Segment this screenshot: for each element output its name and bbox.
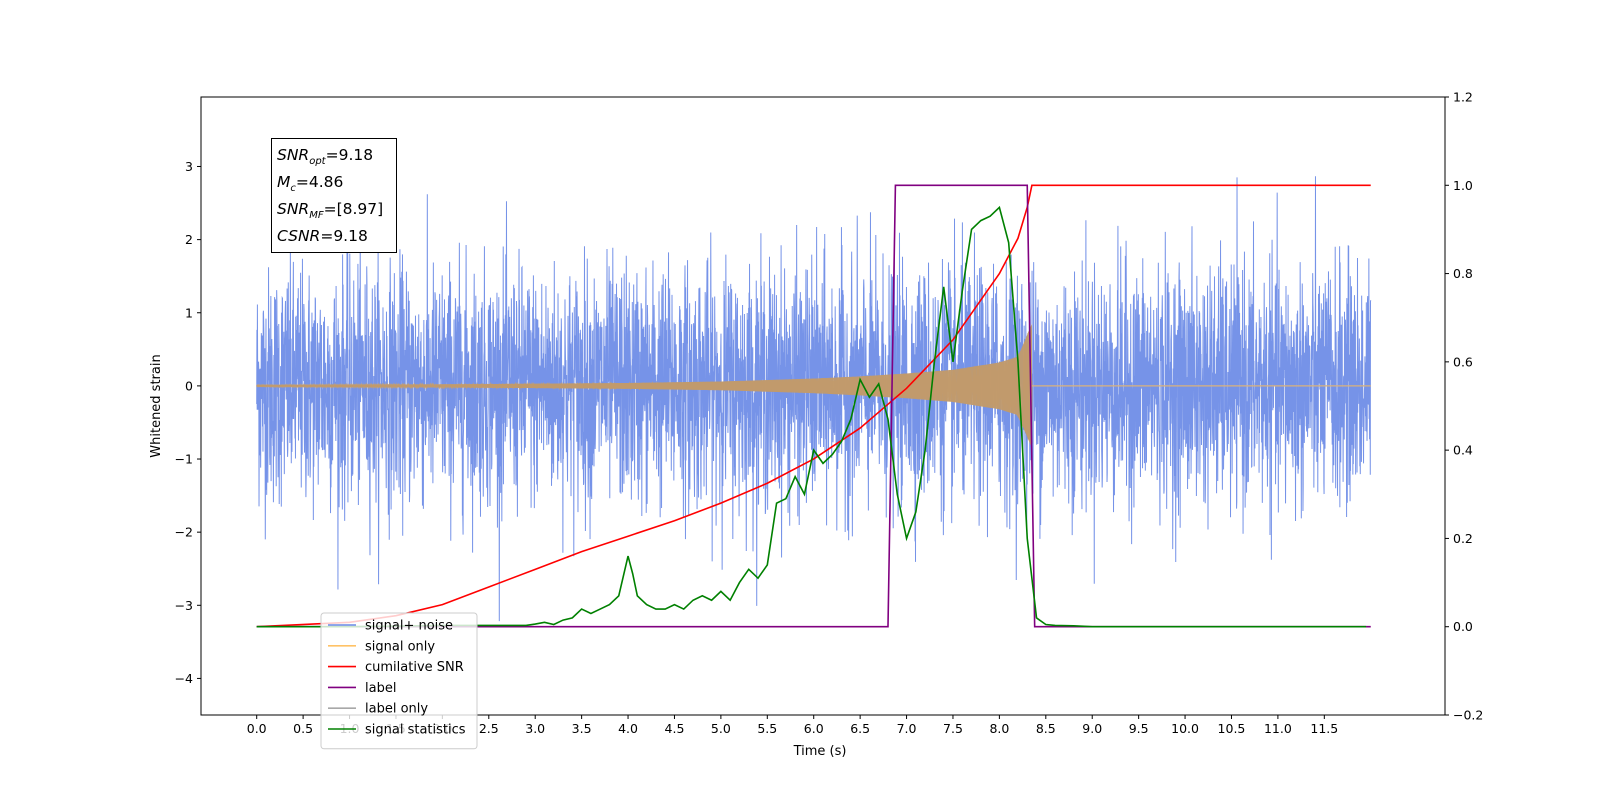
x-tick-label: 3.0 (525, 721, 545, 736)
legend-entry-label: label (365, 681, 396, 696)
x-tick-label: 11.5 (1310, 721, 1338, 736)
x-tick-label: 4.5 (665, 721, 685, 736)
y-right-tick-label: 0.6 (1453, 354, 1473, 369)
series-cumulative-snr (256, 184, 1371, 628)
y-tick-label: −1 (175, 452, 193, 467)
x-tick-label: 10.5 (1218, 721, 1246, 736)
y-right-tick-label: 0.0 (1453, 619, 1473, 634)
y-axis-right: −0.2 0.0 0.2 0.4 0.6 0.8 1.0 1.2 (1445, 90, 1483, 723)
legend-entry-label: cumilative SNR (365, 660, 464, 675)
y-right-tick-label: 0.4 (1453, 443, 1473, 458)
signal-statistics-line (256, 205, 1367, 628)
x-tick-label: 4.0 (618, 721, 638, 736)
snr-mf-subscript: MF (309, 210, 324, 222)
snr-mf-line: SNRMF=[8.97] (277, 199, 391, 226)
mc-subscript: c (290, 183, 296, 195)
x-tick-label: 5.5 (757, 721, 777, 736)
y-tick-label: −2 (175, 525, 193, 540)
legend-entry-label: signal statistics (365, 723, 466, 738)
y-axis-label: Whitened strain (149, 354, 164, 457)
x-tick-label: 6.5 (850, 721, 870, 736)
legend: signal+ noise signal only cumilative SNR la… (320, 612, 478, 750)
x-tick-label: 8.5 (1036, 721, 1056, 736)
x-tick-label: 7.0 (897, 721, 917, 736)
x-tick-label: 0.0 (247, 721, 267, 736)
x-tick-label: 11.0 (1264, 721, 1292, 736)
x-tick-label: 9.0 (1082, 721, 1102, 736)
y-right-tick-label: 1.2 (1453, 90, 1473, 105)
y-right-tick-label: 1.0 (1453, 178, 1473, 193)
legend-entry-label: signal+ noise (365, 619, 453, 634)
snr-mf-value: =[8.97] (323, 200, 384, 219)
y-tick-label: 2 (185, 232, 193, 247)
cumulative-snr-line (256, 184, 1371, 628)
series-signal-statistics (256, 205, 1367, 628)
csnr-line: CSNR=9.18 (277, 226, 391, 247)
legend-entry-label: label only (365, 702, 428, 717)
x-tick-label: 9.5 (1129, 721, 1149, 736)
x-tick-label: 2.5 (479, 721, 499, 736)
snr-annotation-box: SNRopt=9.18 Mc=4.86 SNRMF=[8.97] CSNR=9.… (271, 138, 397, 254)
x-axis-label: Time (s) (793, 744, 847, 759)
mc-line: Mc=4.86 (277, 172, 391, 199)
legend-entry-label: signal only (365, 639, 435, 654)
mc-symbol: M (277, 173, 291, 192)
snr-opt-symbol: SNR (277, 146, 310, 164)
csnr-symbol: CSNR (277, 227, 321, 246)
y-tick-label: 0 (185, 378, 193, 393)
x-tick-label: 8.0 (989, 721, 1009, 736)
y-tick-label: 1 (185, 305, 193, 320)
snr-mf-symbol: SNR (277, 200, 310, 219)
snr-opt-value: =9.18 (325, 146, 374, 164)
snr-opt-subscript: opt (309, 156, 326, 168)
signal-noise-line (256, 176, 1372, 622)
y-tick-label: −4 (175, 671, 193, 686)
csnr-value: =9.18 (320, 227, 368, 246)
y-axis-left: −4 −3 −2 −1 0 1 2 3 (175, 159, 201, 686)
series-signal-noise (256, 176, 1372, 622)
y-tick-label: −3 (175, 598, 193, 613)
series-signal-only (256, 323, 1371, 449)
x-tick-label: 6.0 (804, 721, 824, 736)
x-tick-label: 5.0 (711, 721, 731, 736)
y-tick-label: 3 (185, 159, 193, 174)
mc-value: =4.86 (295, 173, 344, 192)
legend-box (320, 612, 478, 750)
signal-only-envelope (256, 323, 1032, 449)
y-right-tick-label: −0.2 (1453, 708, 1483, 723)
x-tick-label: 7.5 (943, 721, 963, 736)
snr-opt-line: SNRopt=9.18 (277, 145, 391, 172)
y-right-tick-label: 0.8 (1453, 266, 1473, 281)
plot-frame (200, 96, 1446, 716)
x-tick-label: 10.0 (1171, 721, 1199, 736)
x-tick-label: 0.5 (293, 721, 313, 736)
y-right-tick-label: 0.2 (1453, 531, 1473, 546)
x-tick-label: 3.5 (572, 721, 592, 736)
